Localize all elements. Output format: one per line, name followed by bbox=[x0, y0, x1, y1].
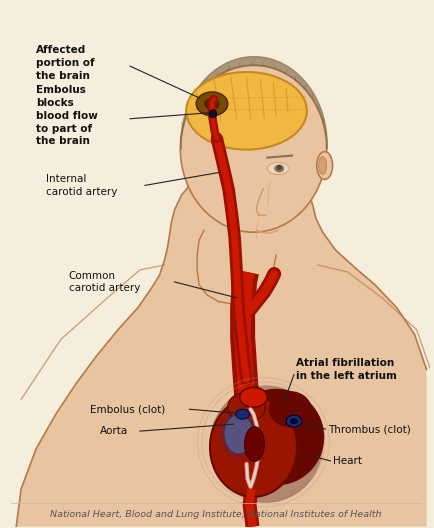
Ellipse shape bbox=[224, 414, 253, 454]
Text: Aorta: Aorta bbox=[100, 426, 128, 436]
Ellipse shape bbox=[229, 390, 323, 484]
Text: Affected
portion of
the brain: Affected portion of the brain bbox=[36, 45, 95, 81]
Text: Common
carotid artery: Common carotid artery bbox=[69, 270, 140, 294]
Ellipse shape bbox=[317, 152, 332, 180]
Ellipse shape bbox=[228, 392, 265, 422]
Text: Internal
carotid artery: Internal carotid artery bbox=[46, 174, 117, 197]
Ellipse shape bbox=[290, 418, 298, 424]
Text: Thrombus (clot): Thrombus (clot) bbox=[328, 424, 411, 434]
Ellipse shape bbox=[286, 415, 302, 427]
Polygon shape bbox=[197, 230, 276, 305]
Ellipse shape bbox=[204, 98, 220, 110]
Ellipse shape bbox=[319, 157, 327, 174]
Ellipse shape bbox=[240, 388, 267, 407]
Ellipse shape bbox=[245, 427, 264, 461]
Text: Atrial fibrillation
in the left atrium: Atrial fibrillation in the left atrium bbox=[296, 358, 397, 381]
Ellipse shape bbox=[186, 72, 307, 149]
Polygon shape bbox=[16, 133, 427, 526]
Text: National Heart, Blood and Lung Institute, National Institutes of Health: National Heart, Blood and Lung Institute… bbox=[50, 510, 381, 519]
Ellipse shape bbox=[277, 165, 282, 170]
Ellipse shape bbox=[210, 385, 323, 503]
Ellipse shape bbox=[196, 92, 228, 116]
Text: Heart: Heart bbox=[332, 456, 362, 466]
Ellipse shape bbox=[181, 65, 327, 232]
Ellipse shape bbox=[270, 392, 311, 427]
Text: Embolus
blocks
blood flow
to part of
the brain: Embolus blocks blood flow to part of the… bbox=[36, 85, 98, 146]
Text: Embolus (clot): Embolus (clot) bbox=[90, 404, 166, 414]
Ellipse shape bbox=[267, 163, 289, 174]
Ellipse shape bbox=[236, 409, 250, 419]
Ellipse shape bbox=[210, 397, 297, 497]
Ellipse shape bbox=[274, 165, 284, 173]
Ellipse shape bbox=[209, 110, 217, 118]
